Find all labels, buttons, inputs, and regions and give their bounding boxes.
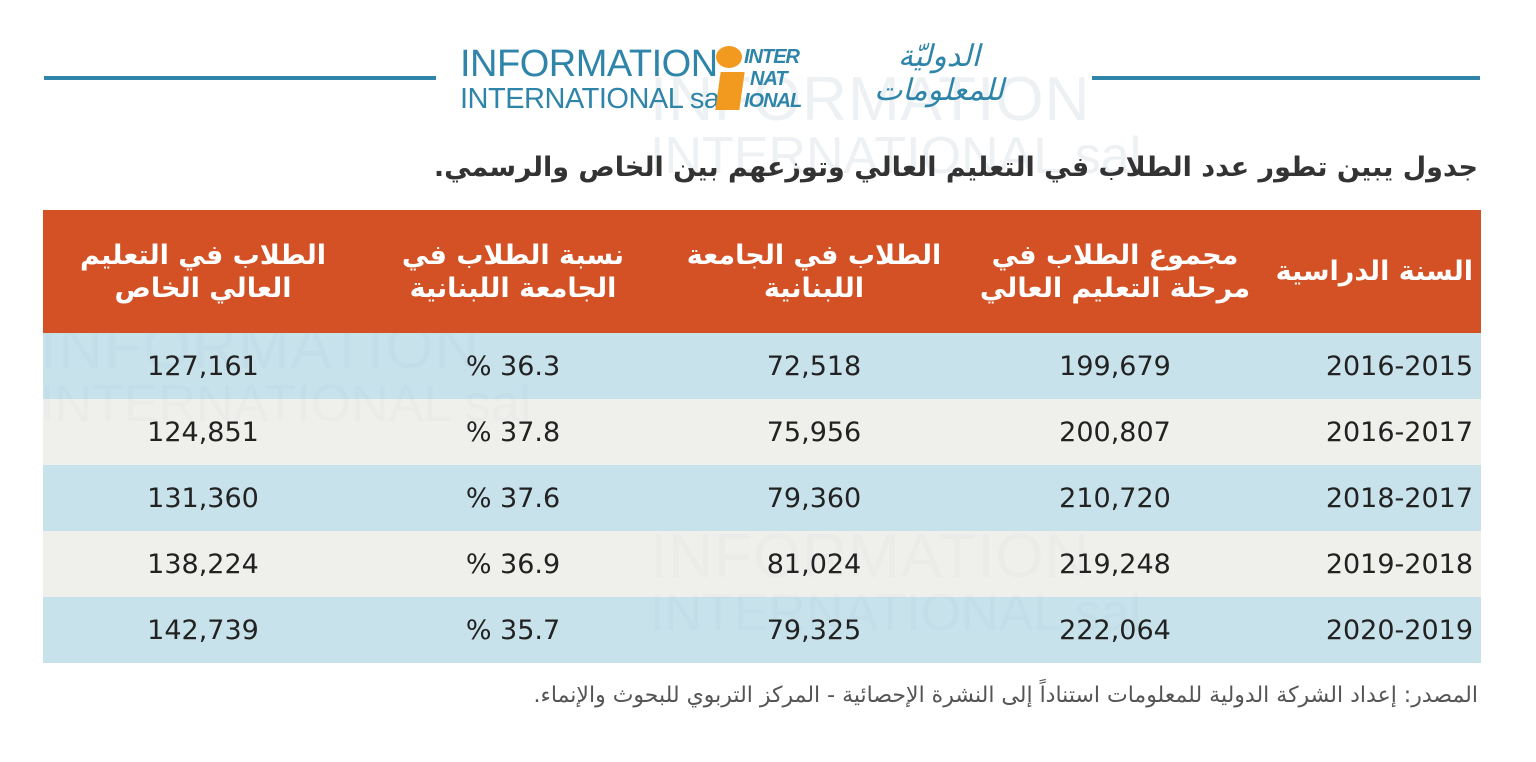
cell-lu-share: % 37.8 xyxy=(363,399,663,465)
cell-lu: 79,325 xyxy=(663,597,965,663)
header-lu-share: نسبة الطلاب في الجامعة اللبنانية xyxy=(363,210,663,333)
cell-total: 222,064 xyxy=(965,597,1265,663)
logo-english-text: INFORMATION INTERNATIONAL sal xyxy=(460,43,726,115)
logo-stem xyxy=(715,72,745,110)
header-lu-students: الطلاب في الجامعة اللبنانية xyxy=(663,210,965,333)
cell-total: 199,679 xyxy=(965,333,1265,399)
logo-dot xyxy=(716,46,742,68)
table-row: 2020-2019 222,064 79,325 % 35.7 142,739 xyxy=(43,597,1481,663)
cell-private: 131,360 xyxy=(43,465,363,531)
cell-year: 2019-2018 xyxy=(1265,531,1481,597)
source-note: المصدر: إعداد الشركة الدولية للمعلومات ا… xyxy=(533,683,1478,708)
cell-total: 210,720 xyxy=(965,465,1265,531)
table-row: 2016-2017 200,807 75,956 % 37.8 124,851 xyxy=(43,399,1481,465)
header-private-students: الطلاب في التعليم العالي الخاص xyxy=(43,210,363,333)
cell-year: 2018-2017 xyxy=(1265,465,1481,531)
cell-lu: 81,024 xyxy=(663,531,965,597)
cell-private: 142,739 xyxy=(43,597,363,663)
cell-lu-share: % 37.6 xyxy=(363,465,663,531)
cell-year: 2016-2017 xyxy=(1265,399,1481,465)
cell-lu: 75,956 xyxy=(663,399,965,465)
cell-lu: 72,518 xyxy=(663,333,965,399)
cell-year: 2020-2019 xyxy=(1265,597,1481,663)
cell-total: 219,248 xyxy=(965,531,1265,597)
header-academic-year: السنة الدراسية xyxy=(1265,210,1481,333)
logo-arabic-text: الدوليّة للمعلومات xyxy=(874,39,1004,108)
cell-total: 200,807 xyxy=(965,399,1265,465)
cell-private: 127,161 xyxy=(43,333,363,399)
cell-year: 2016-2015 xyxy=(1265,333,1481,399)
company-logo: INFORMATION INTERNATIONAL sal INTER NAT … xyxy=(460,40,1070,118)
header-rule-left xyxy=(44,76,436,80)
logo-i-mark: INTER NAT IONAL xyxy=(714,42,802,112)
table-row: 2018-2017 210,720 79,360 % 37.6 131,360 xyxy=(43,465,1481,531)
cell-private: 138,224 xyxy=(43,531,363,597)
students-table: السنة الدراسية مجموع الطلاب في مرحلة الت… xyxy=(43,210,1481,663)
header-total-students: مجموع الطلاب في مرحلة التعليم العالي xyxy=(965,210,1265,333)
cell-lu-share: % 36.9 xyxy=(363,531,663,597)
table-row: 2019-2018 219,248 81,024 % 36.9 138,224 xyxy=(43,531,1481,597)
cell-private: 124,851 xyxy=(43,399,363,465)
table-row: 2016-2015 199,679 72,518 % 36.3 127,161 xyxy=(43,333,1481,399)
cell-lu: 79,360 xyxy=(663,465,965,531)
header-rule-right xyxy=(1092,76,1480,80)
cell-lu-share: % 35.7 xyxy=(363,597,663,663)
cell-lu-share: % 36.3 xyxy=(363,333,663,399)
page-title: جدول يبين تطور عدد الطلاب في التعليم الع… xyxy=(433,152,1478,183)
table-header-row: السنة الدراسية مجموع الطلاب في مرحلة الت… xyxy=(43,210,1481,333)
